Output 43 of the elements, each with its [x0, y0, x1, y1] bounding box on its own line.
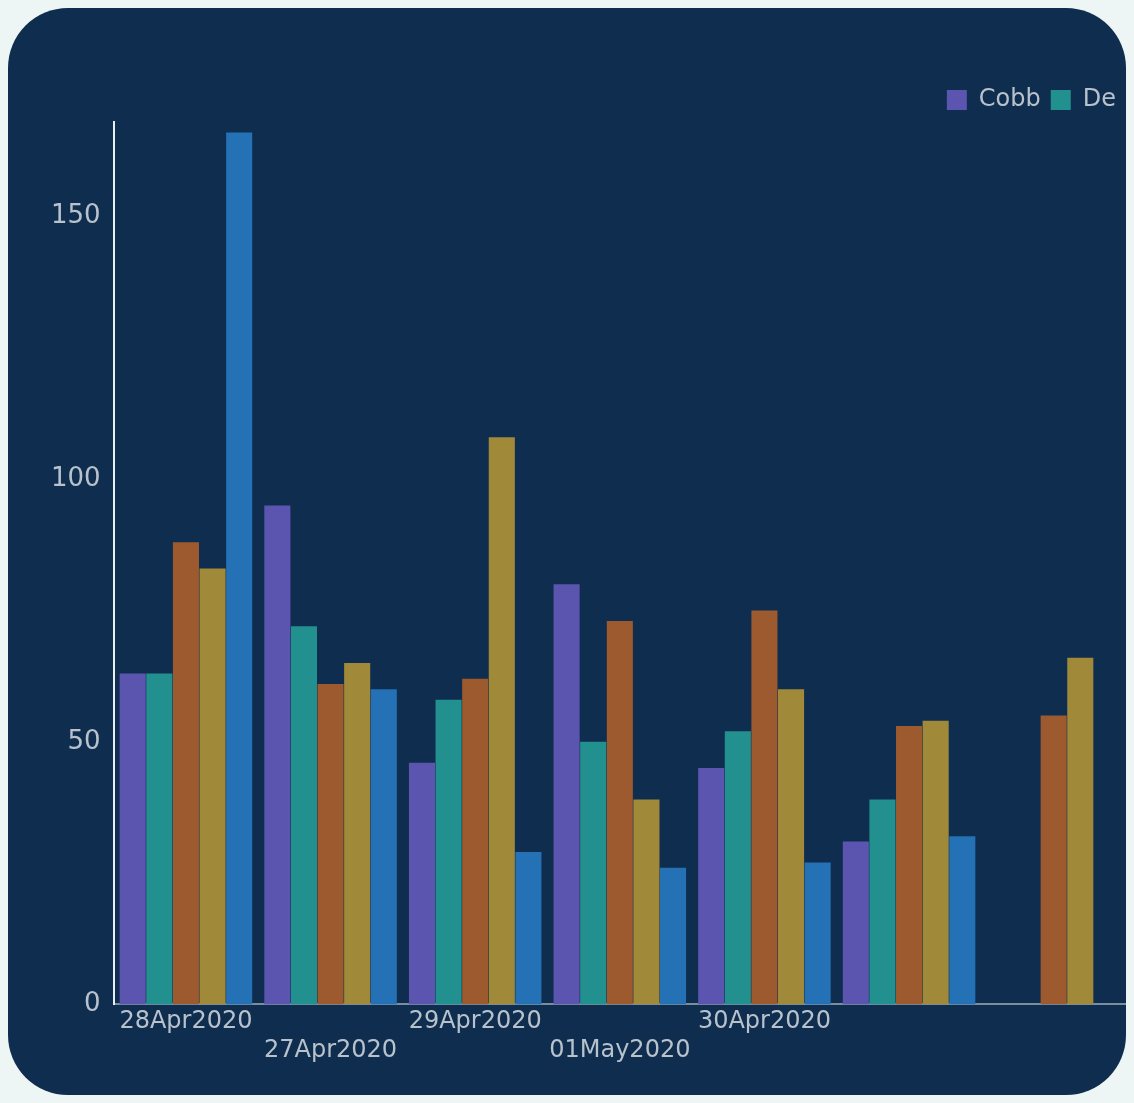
bar	[778, 689, 805, 1005]
bar	[896, 726, 923, 1005]
bar	[553, 584, 580, 1005]
bar	[580, 741, 607, 1005]
bar	[146, 673, 173, 1005]
bar	[751, 610, 778, 1005]
x-tick-label: 27Apr2020	[263, 1034, 398, 1063]
bar	[408, 762, 436, 1005]
y-tick-label: 100	[50, 461, 101, 492]
bar	[119, 673, 146, 1005]
x-tick-label: 29Apr2020	[408, 1006, 542, 1035]
bar	[226, 132, 253, 1005]
bar	[488, 437, 515, 1005]
bar	[606, 620, 633, 1005]
bar	[1040, 715, 1067, 1005]
y-tick-label: 150	[50, 199, 101, 230]
bar	[435, 699, 462, 1005]
bar	[515, 852, 542, 1005]
bar	[698, 768, 725, 1005]
x-tick-label: 30Apr2020	[697, 1006, 832, 1035]
bar	[633, 799, 660, 1005]
x-tick-label: 01May2020	[549, 1034, 691, 1063]
bar	[660, 867, 687, 1005]
bar	[922, 720, 949, 1005]
y-tick-label: 50	[67, 724, 101, 755]
bar	[869, 799, 896, 1005]
bar	[462, 678, 489, 1005]
x-tick-label: 28Apr2020	[119, 1006, 253, 1035]
legend-label: De	[1082, 84, 1116, 113]
bar	[290, 626, 317, 1005]
legend-label: Cobb	[978, 84, 1041, 113]
bar	[344, 663, 371, 1005]
bar	[842, 841, 869, 1005]
bar	[370, 689, 397, 1005]
bar	[949, 836, 976, 1005]
bar	[804, 862, 831, 1005]
bar	[172, 542, 199, 1005]
bar	[199, 568, 226, 1005]
y-tick-label: 0	[84, 987, 101, 1018]
bar	[724, 731, 751, 1005]
bar	[1067, 657, 1094, 1005]
bar	[317, 684, 344, 1005]
bar	[264, 505, 291, 1005]
